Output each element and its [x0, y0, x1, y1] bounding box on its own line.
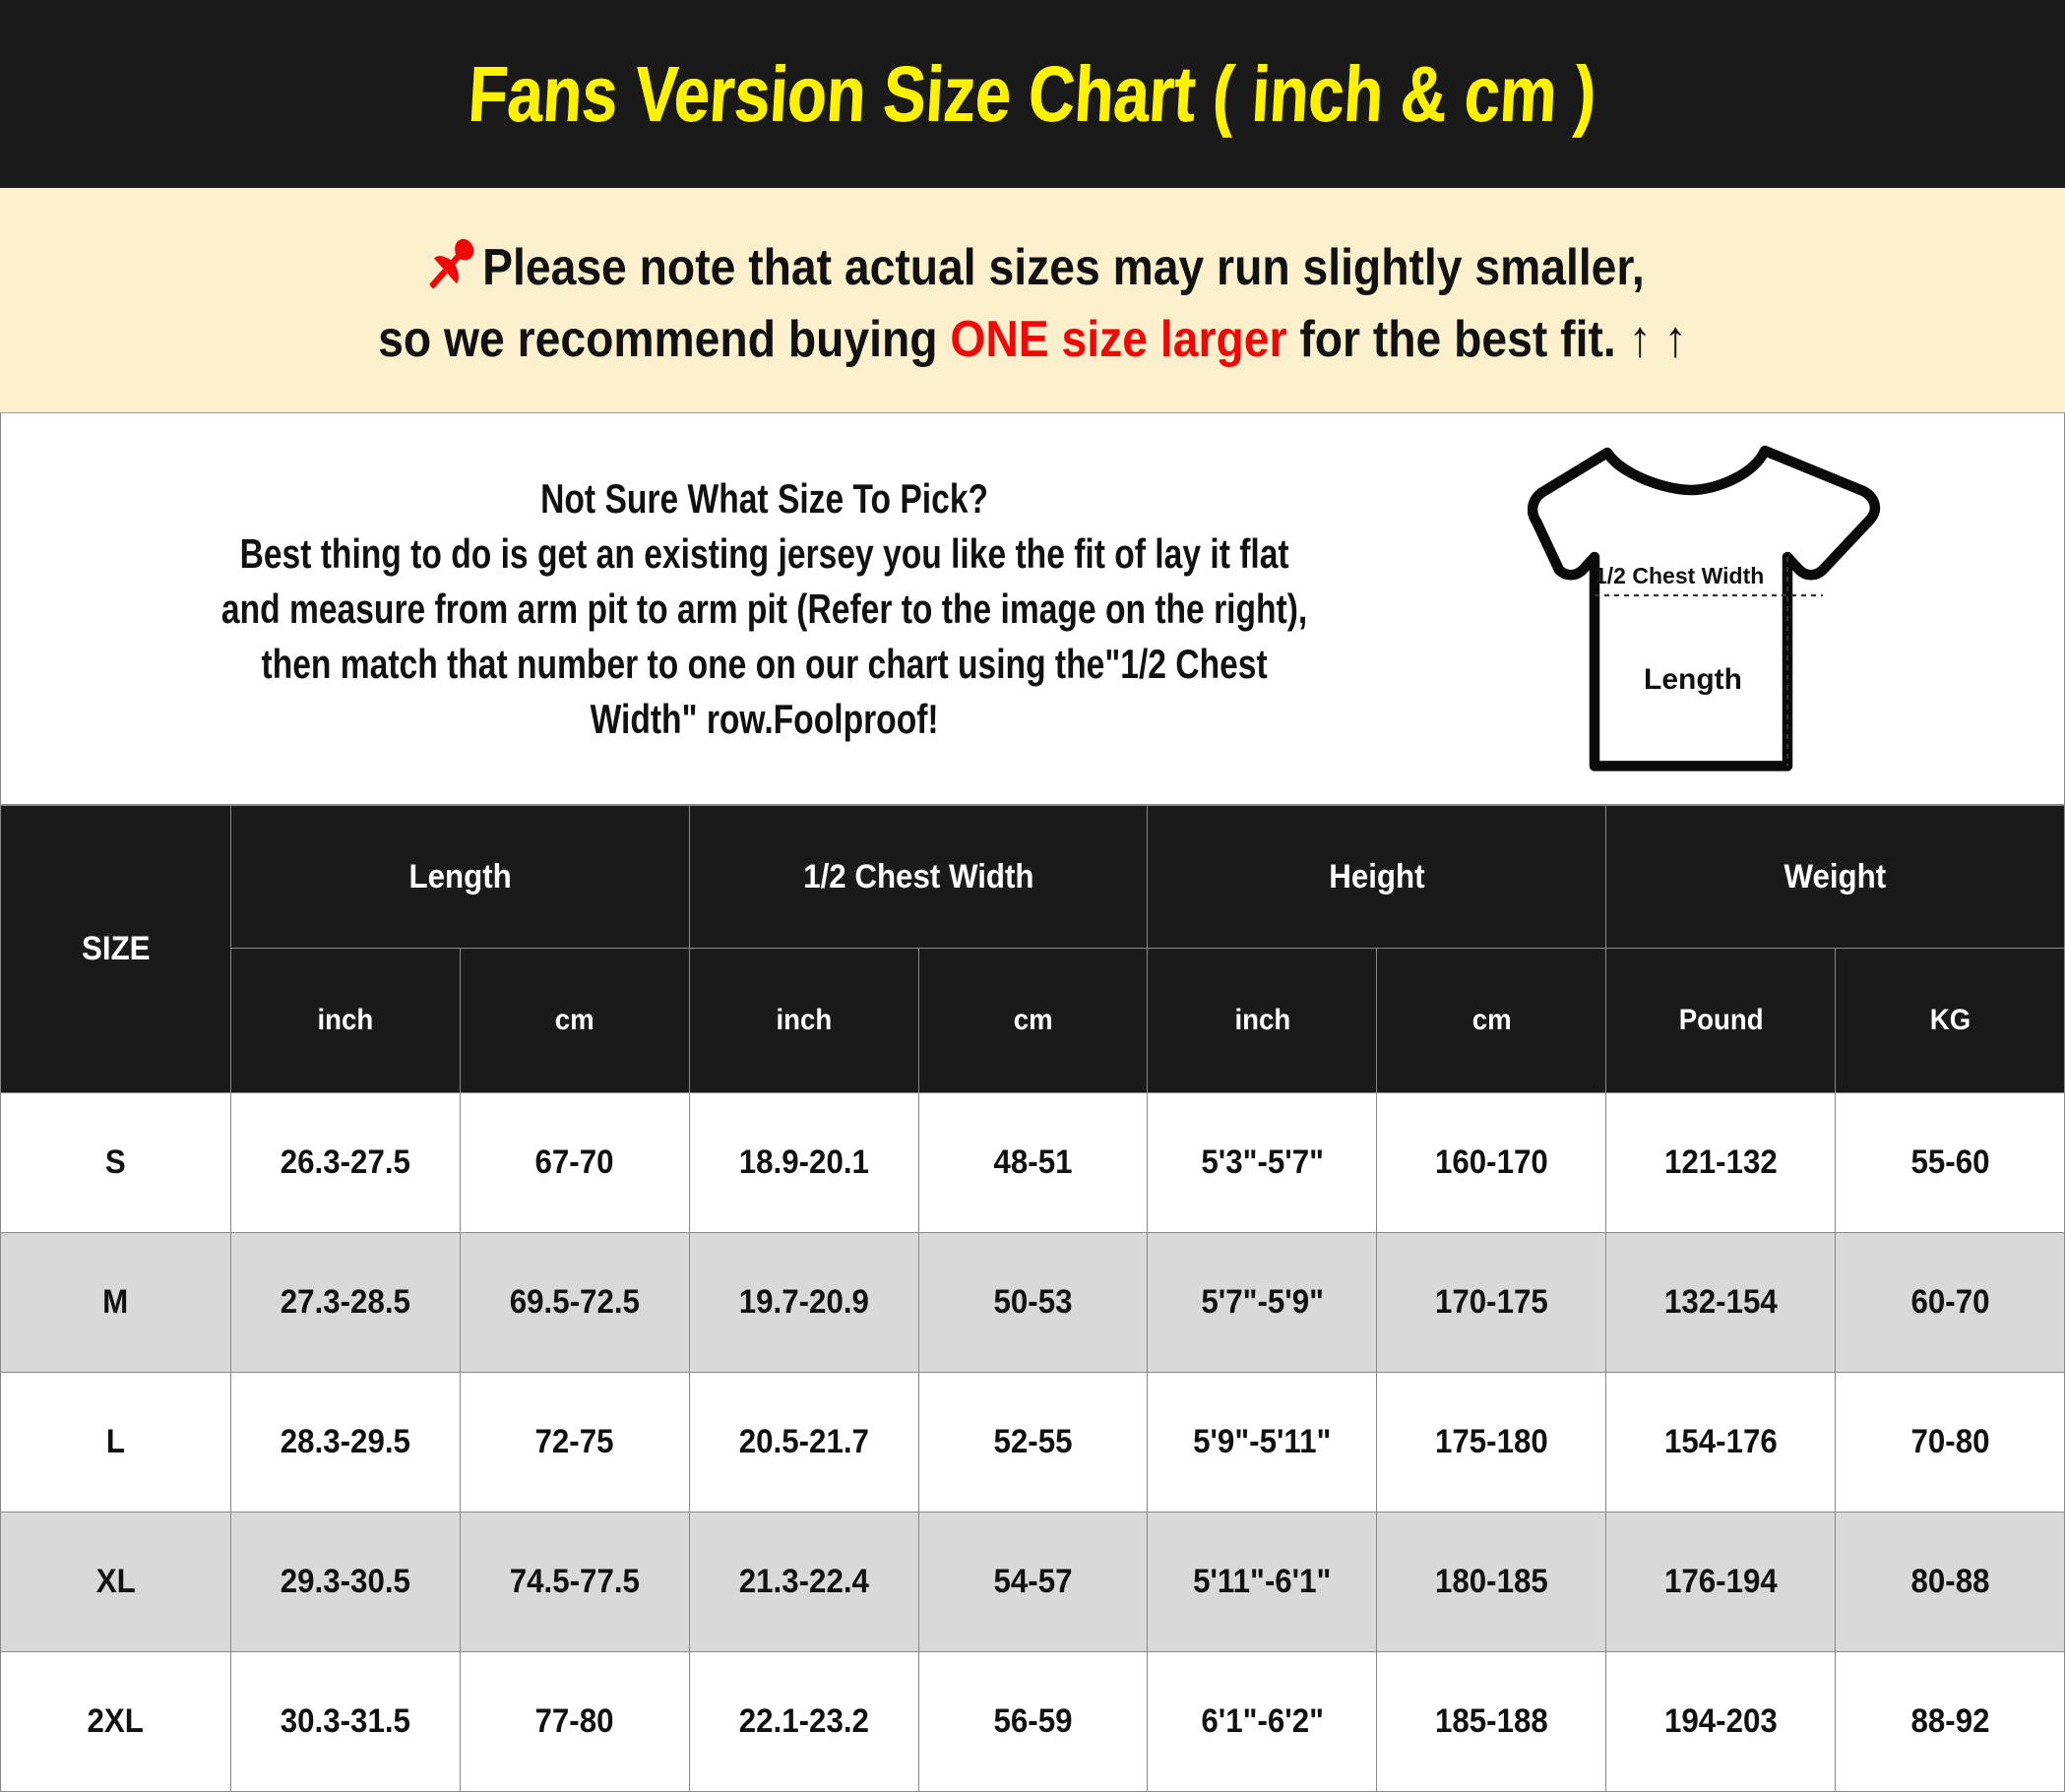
svg-text:1/2 Chest Width: 1/2 Chest Width [1595, 563, 1764, 588]
svg-text:Length: Length [1644, 663, 1742, 696]
